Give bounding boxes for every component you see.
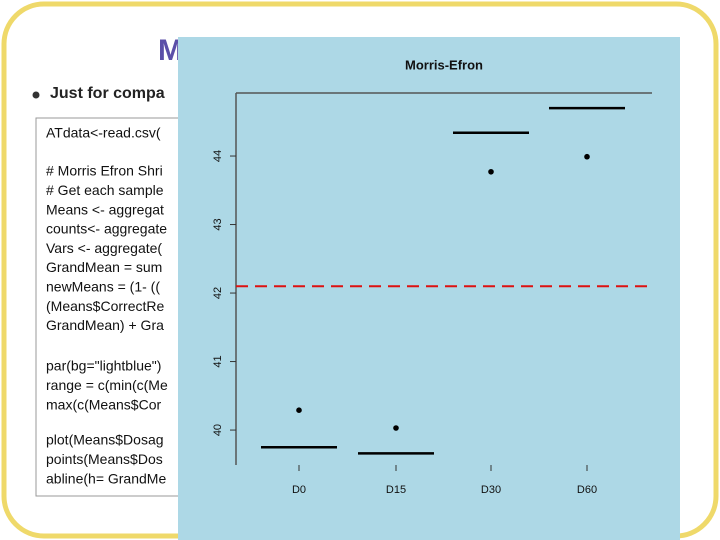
code-line: # Morris Efron Shri: [46, 163, 163, 179]
y-tick-label: 43: [212, 218, 224, 230]
code-line: (Means$CorrectRe: [46, 298, 164, 314]
y-tick-label: 42: [212, 287, 224, 299]
code-line: max(c(Means$Cor: [46, 396, 161, 412]
x-tick-label: D0: [292, 484, 306, 496]
code-line: GrandMean) + Gra: [46, 317, 164, 333]
code-line: # Get each sample: [46, 182, 164, 198]
point: [296, 407, 302, 413]
point: [488, 168, 494, 175]
point: [584, 153, 590, 160]
code-line: GrandMean = sum: [46, 259, 162, 275]
x-tick-label: D30: [481, 484, 501, 496]
code-line: ATdata<-read.csv(: [46, 125, 161, 141]
x-tick-label: D60: [577, 484, 597, 496]
code-line: plot(Means$Dosag: [46, 432, 164, 448]
bullet-text: Just for compa: [50, 85, 165, 102]
y-tick-label: 44: [212, 150, 224, 162]
y-tick-label: 41: [212, 355, 224, 367]
code-line: abline(h= GrandMe: [46, 470, 166, 486]
code-line: counts<- aggregate: [46, 221, 167, 237]
code-line: par(bg="lightblue"): [46, 358, 161, 374]
plot: Morris-Efron 40 41 42 43 44 D0 D15 D30 D60: [178, 37, 680, 540]
plot-background: [178, 37, 680, 540]
point: [393, 425, 399, 431]
code-line: Vars <- aggregate(: [46, 240, 162, 256]
code-line: newMeans = (1- ((: [46, 279, 160, 295]
bullet-dot: [32, 91, 40, 99]
chart-title: Morris-Efron: [405, 57, 483, 72]
code: ATdata<-read.csv( # Morris Efron Shri # Ge…: [46, 125, 168, 487]
code-line: Means <- aggregat: [46, 201, 164, 217]
x-tick-label: D15: [386, 484, 406, 496]
code-line: points(Means$Dos: [46, 451, 163, 467]
code-line: range = c(min(c(Me: [46, 377, 168, 393]
y-tick-label: 40: [212, 424, 224, 436]
